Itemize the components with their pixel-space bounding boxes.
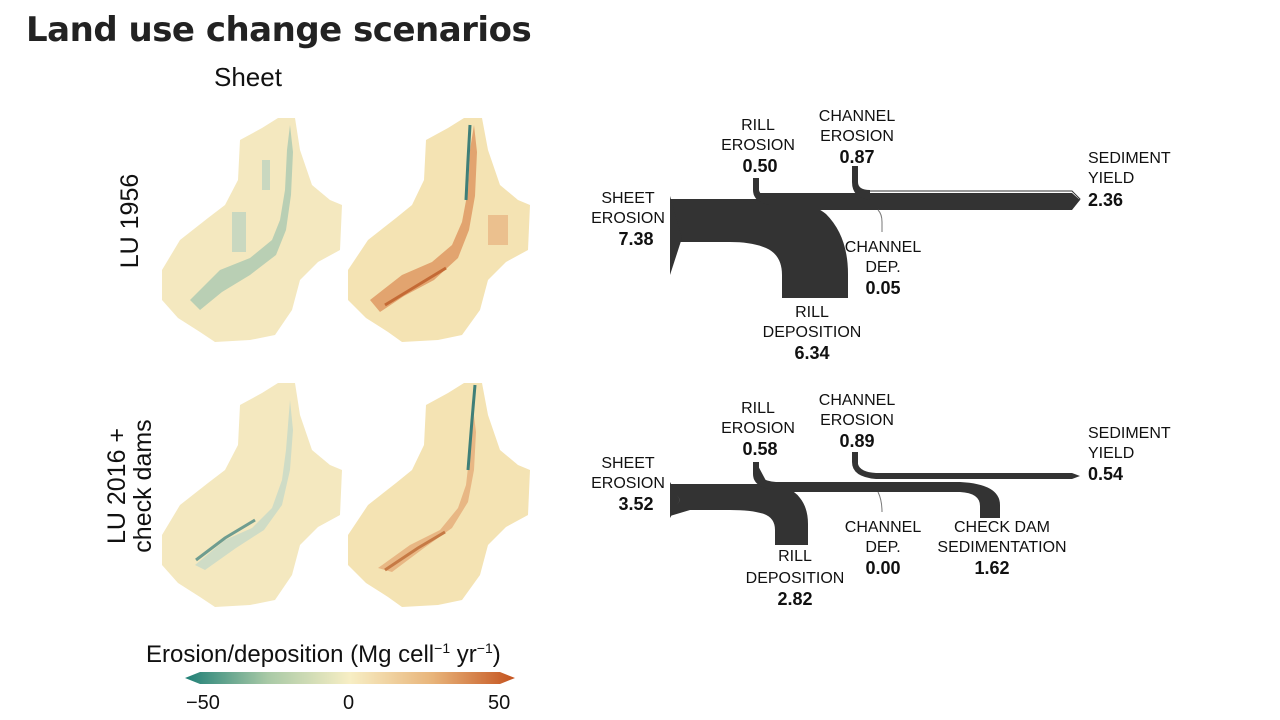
channel-dep-value-1: 0.05 bbox=[865, 278, 900, 298]
legend-title: Erosion/deposition (Mg cell−1 yr−1) bbox=[146, 640, 501, 669]
map-2016-sheet bbox=[162, 383, 342, 607]
rill-erosion-label-1a: RILL bbox=[741, 117, 775, 134]
sheet-erosion-label-1b: EROSION bbox=[591, 210, 665, 227]
rill-erosion-label-1b: EROSION bbox=[721, 137, 795, 154]
map-1956-sheet bbox=[162, 118, 342, 342]
legend-title-mid: yr bbox=[450, 641, 477, 668]
check-dam-label-2b: SEDIMENTATION bbox=[937, 539, 1066, 556]
legend-tick-max: 50 bbox=[488, 692, 511, 714]
rill-erosion-label-2b: EROSION bbox=[721, 420, 795, 437]
rill-deposition-label-2a: RILL bbox=[778, 548, 812, 565]
legend-tick-min: −50 bbox=[186, 692, 220, 714]
sediment-yield-label-1b: YIELD bbox=[1088, 170, 1134, 187]
legend-tick-zero: 0 bbox=[343, 692, 355, 714]
channel-dep-value-2: 0.00 bbox=[865, 558, 900, 578]
map-1956-total bbox=[348, 118, 530, 342]
rill-erosion-label-2a: RILL bbox=[741, 400, 775, 417]
sheet-erosion-label-2b: EROSION bbox=[591, 475, 665, 492]
rill-deposition-label-1b: DEPOSITION bbox=[763, 324, 862, 341]
channel-dep-label-1b: DEP. bbox=[865, 259, 900, 276]
channel-erosion-label-1b: EROSION bbox=[820, 128, 894, 145]
channel-erosion-label-2a: CHANNEL bbox=[819, 392, 896, 409]
legend-title-main: Erosion/deposition (Mg cell bbox=[146, 641, 435, 668]
sankey-1956 bbox=[670, 166, 1081, 298]
sediment-yield-label-2a: SEDIMENT bbox=[1088, 425, 1171, 442]
channel-dep-label-2b: DEP. bbox=[865, 539, 900, 556]
map-2016-total bbox=[348, 383, 530, 607]
sheet-erosion-value-2: 3.52 bbox=[618, 494, 653, 514]
rill-erosion-value-1: 0.50 bbox=[742, 156, 777, 176]
sediment-yield-value-1: 2.36 bbox=[1088, 190, 1123, 210]
check-dam-value-2: 1.62 bbox=[974, 558, 1009, 578]
legend-colorbar bbox=[185, 672, 515, 684]
channel-erosion-label-1a: CHANNEL bbox=[819, 108, 896, 125]
rill-deposition-value-2: 2.82 bbox=[777, 589, 812, 609]
channel-dep-label-2a: CHANNEL bbox=[845, 519, 922, 536]
sediment-yield-label-1a: SEDIMENT bbox=[1088, 150, 1171, 167]
rill-deposition-label-1a: RILL bbox=[795, 304, 829, 321]
sheet-erosion-label-1a: SHEET bbox=[601, 190, 655, 207]
rill-deposition-label-2b: DEPOSITION bbox=[746, 570, 845, 587]
legend-title-close: ) bbox=[492, 641, 501, 668]
channel-dep-label-1a: CHANNEL bbox=[845, 239, 922, 256]
legend-exp-2: −1 bbox=[476, 640, 493, 656]
sediment-yield-label-2b: YIELD bbox=[1088, 445, 1134, 462]
channel-erosion-value-1: 0.87 bbox=[839, 147, 874, 167]
sankey-2-labels: SHEET EROSION 3.52 RILL EROSION 0.58 CHA… bbox=[591, 392, 1171, 609]
channel-erosion-label-2b: EROSION bbox=[820, 412, 894, 429]
slide-title: Land use change scenarios bbox=[26, 10, 532, 50]
rill-erosion-value-2: 0.58 bbox=[742, 439, 777, 459]
sheet-erosion-label-2a: SHEET bbox=[601, 455, 655, 472]
sheet-erosion-value-1: 7.38 bbox=[618, 229, 653, 249]
column-header-sheet: Sheet bbox=[214, 62, 282, 92]
sediment-yield-value-2: 0.54 bbox=[1088, 464, 1123, 484]
check-dam-label-2a: CHECK DAM bbox=[954, 519, 1050, 536]
rill-deposition-value-1: 6.34 bbox=[794, 343, 829, 363]
sankey-1-labels: SHEET EROSION 7.38 RILL EROSION 0.50 CHA… bbox=[591, 108, 1171, 363]
legend-exp-1: −1 bbox=[434, 640, 451, 656]
channel-erosion-value-2: 0.89 bbox=[839, 431, 874, 451]
sankey-2016 bbox=[670, 452, 1080, 545]
